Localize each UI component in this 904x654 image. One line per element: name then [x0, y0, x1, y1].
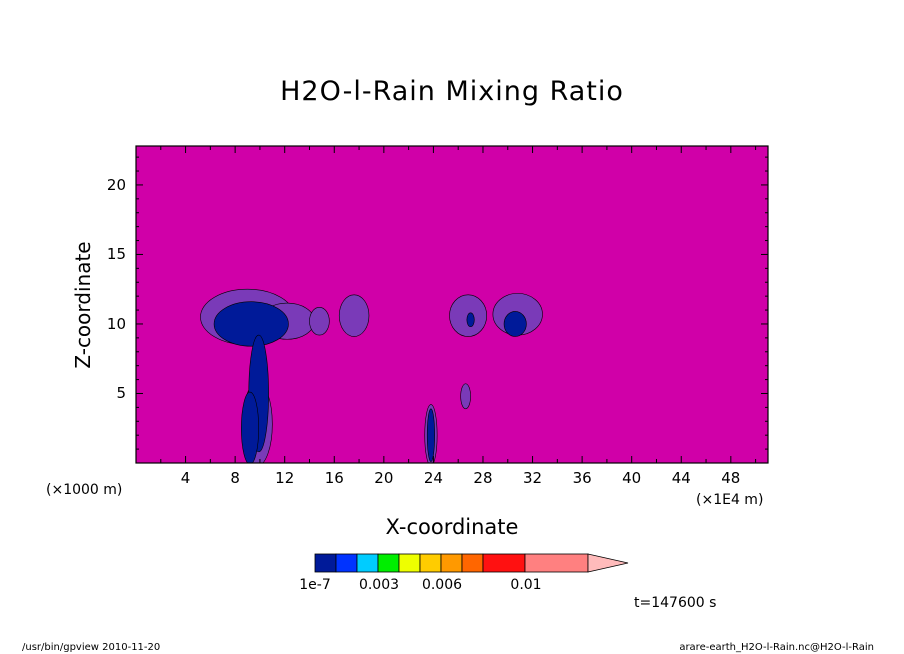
- contour-high-11: [241, 391, 259, 463]
- y-tick-label: 5: [116, 384, 126, 403]
- colorbar-segment: [398, 553, 421, 573]
- x-tick-label: 4: [180, 469, 191, 487]
- x-tick-label: 40: [622, 469, 642, 487]
- x-tick-label: 32: [523, 469, 543, 487]
- contour-low-2: [309, 306, 330, 336]
- colorbar-label: 1e-7: [299, 577, 331, 593]
- x-tick-label: 44: [671, 469, 691, 487]
- contour-low-6: [460, 383, 471, 410]
- colorbar-segment: [335, 553, 358, 573]
- x-tick-label: 24: [423, 469, 443, 487]
- colorbar-label: 0.003: [358, 577, 400, 593]
- colorbar-label: 0.006: [421, 577, 463, 593]
- contour-high-13: [503, 311, 527, 337]
- colorbar-segment: [314, 553, 337, 573]
- colorbar-segment: [356, 553, 379, 573]
- x-tick-label: 48: [721, 469, 741, 487]
- x-unit-left: (×1000 m): [46, 482, 123, 498]
- y-axis-label: Z-coordinate: [71, 241, 95, 369]
- contour-high-9: [213, 301, 289, 347]
- time-annotation: t=147600 s: [634, 595, 717, 611]
- x-tick-label: 16: [324, 469, 344, 487]
- colorbar-segment: [419, 553, 442, 573]
- y-tick-label: 20: [106, 175, 126, 194]
- colorbar-label: 0.01: [510, 577, 542, 593]
- x-tick-label: 28: [473, 469, 493, 487]
- x-tick-label: 20: [374, 469, 394, 487]
- colorbar-extend-arrow: [587, 553, 629, 573]
- colorbar-segment: [377, 553, 400, 573]
- footer-left: /usr/bin/gpview 2010-11-20: [22, 642, 161, 653]
- x-unit-right: (×1E4 m): [696, 492, 764, 508]
- x-tick-label: 36: [572, 469, 592, 487]
- x-tick-label: 12: [275, 469, 295, 487]
- colorbar-segment: [461, 553, 484, 573]
- chart-title: H2O-l-Rain Mixing Ratio: [280, 76, 624, 107]
- footer-right: arare-earth_H2O-l-Rain.nc@H2O-l-Rain: [679, 642, 874, 653]
- x-tick-label: 8: [230, 469, 240, 487]
- x-axis-label: X-coordinate: [385, 515, 519, 539]
- plot-frame: [135, 145, 769, 464]
- colorbar-segment: [524, 553, 589, 573]
- colorbar-segment: [482, 553, 526, 573]
- contour-high-14: [466, 312, 475, 328]
- y-tick-label: 10: [106, 314, 126, 333]
- y-tick-label: 15: [106, 245, 126, 264]
- colorbar-segment: [440, 553, 463, 573]
- contour-high-12: [426, 408, 435, 462]
- contour-low-3: [338, 294, 370, 337]
